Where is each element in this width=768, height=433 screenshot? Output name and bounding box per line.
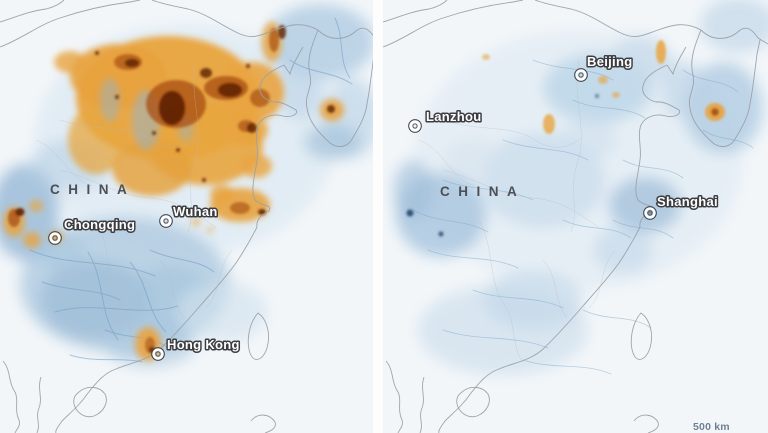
city-label-shanghai: Shanghai — [657, 194, 718, 209]
city-label-beijing: Beijing — [587, 54, 632, 69]
labels-right: Lanzhou Beijing CHINA Shanghai 500 km — [407, 53, 730, 433]
dark-city-specks-right — [406, 94, 653, 237]
map-scale-label: 500 km — [693, 421, 730, 433]
pollution-extreme-layer — [15, 25, 335, 353]
aerosol-filaments-left — [29, 17, 353, 363]
map-panel-after: Lanzhou Beijing CHINA Shanghai 500 km — [383, 0, 768, 433]
labels-left: CHINA Chongqing Wuhan Hong Kong — [47, 182, 241, 362]
region-label-china-left: CHINA — [50, 182, 135, 197]
aerosol-filaments-right — [412, 59, 754, 375]
city-label-hong-kong: Hong Kong — [167, 337, 240, 352]
city-label-chongqing: Chongqing — [64, 217, 135, 232]
map-panel-before: CHINA Chongqing Wuhan Hong Kong — [0, 0, 373, 433]
panel-divider — [373, 0, 383, 433]
region-label-china-right: CHINA — [440, 184, 525, 199]
aerosol-haze-layer-right — [393, 0, 768, 375]
pollution-spots-right — [482, 40, 725, 134]
city-label-lanzhou: Lanzhou — [426, 109, 482, 124]
city-label-wuhan: Wuhan — [173, 204, 218, 219]
